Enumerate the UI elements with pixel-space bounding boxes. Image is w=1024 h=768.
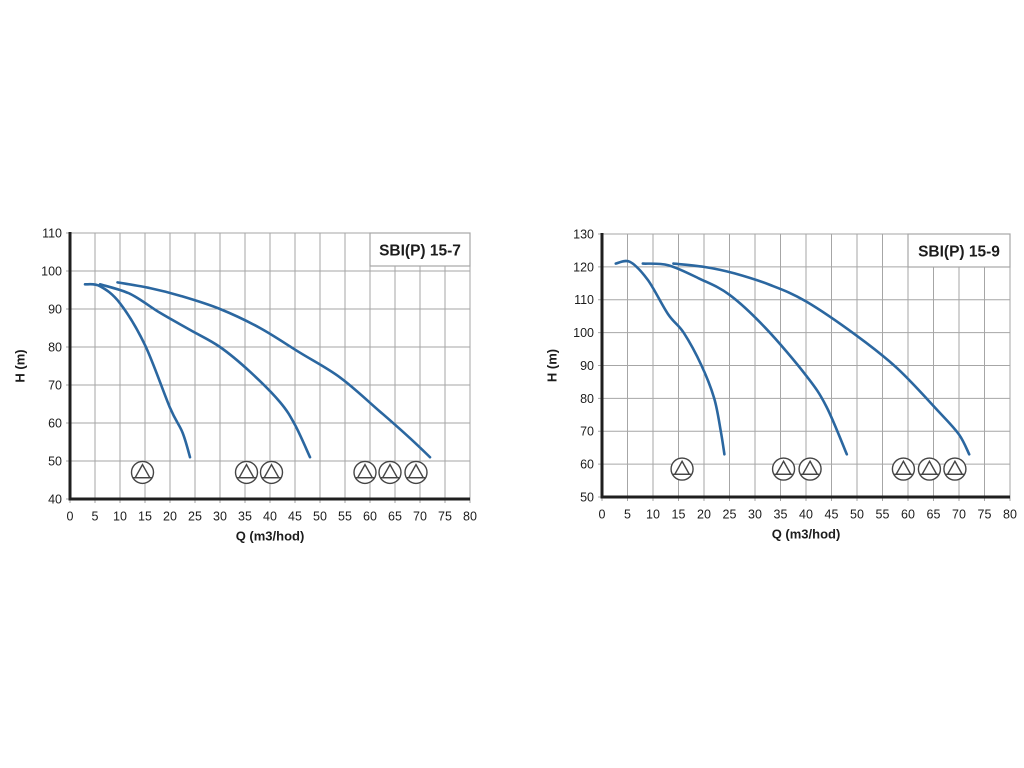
- pump-icon: [378, 460, 402, 485]
- y-tick-label: 110: [42, 226, 62, 240]
- x-tick-label: 70: [952, 507, 966, 521]
- pump-icon: [130, 460, 155, 485]
- x-tick-label: 0: [599, 507, 606, 521]
- pump-icon-group-2: [771, 457, 822, 481]
- x-tick-label: 55: [338, 509, 352, 523]
- x-tick-label: 80: [1003, 507, 1017, 521]
- curve-1-pump: [614, 259, 726, 456]
- x-tick-label: 35: [774, 507, 788, 521]
- curve-3-pumps: [672, 262, 971, 456]
- chart-title: SBI(P) 15-9: [918, 243, 1000, 260]
- x-tick-label: 5: [624, 507, 631, 521]
- x-tick-label: 20: [697, 507, 711, 521]
- x-tick-label: 70: [413, 509, 427, 523]
- pump-icon: [771, 457, 796, 481]
- y-tick-label: 60: [48, 416, 62, 430]
- y-tick-label: 90: [580, 359, 594, 373]
- pump-icon-group-3: [891, 457, 967, 481]
- curve-2-pumps: [641, 262, 849, 456]
- pump-icon: [917, 457, 942, 481]
- pump-icon: [353, 460, 377, 485]
- chart-title: SBI(P) 15-7: [379, 242, 461, 259]
- chart-sbi-p-15-7: SBI(P) 15-7 0 5 10 15 20 25 30 35 40 45 50 55 60 65 70 7…: [13, 226, 477, 543]
- curves: [83, 281, 432, 459]
- pump-icon: [670, 457, 694, 481]
- pump-icon-group-3: [353, 460, 428, 485]
- chart-title-box: [907, 233, 1011, 268]
- pump-icon: [891, 457, 916, 481]
- pump-icon-groups: [130, 460, 428, 485]
- x-tick-label: 65: [388, 509, 402, 523]
- x-tick-label: 0: [67, 509, 74, 523]
- y-tick-label: 70: [580, 425, 594, 439]
- pump-icon-groups: [670, 457, 967, 481]
- x-tick-label: 75: [438, 509, 452, 523]
- y-tick-label: 60: [580, 458, 594, 472]
- axes: [68, 232, 470, 501]
- x-tick-label: 20: [163, 509, 177, 523]
- pump-icon-group-2: [234, 460, 284, 485]
- curve-3-pumps: [116, 281, 432, 459]
- y-tick-label: 100: [573, 326, 594, 340]
- x-tick-label: 35: [238, 509, 252, 523]
- x-tick-label: 40: [263, 509, 277, 523]
- x-tick-label: 45: [825, 507, 839, 521]
- x-axis-title: Q (m3/hod): [236, 529, 305, 544]
- x-tick-label: 25: [723, 507, 737, 521]
- x-tick-label: 5: [92, 509, 99, 523]
- pump-icon: [943, 457, 967, 481]
- x-tick-label: 60: [901, 507, 915, 521]
- chart-title-box: [369, 232, 471, 267]
- y-axis-title: H (m): [545, 349, 560, 382]
- y-tick-label: 50: [580, 490, 594, 504]
- x-tick-label: 10: [646, 507, 660, 521]
- x-tick-label: 45: [288, 509, 302, 523]
- x-tick-label: 75: [978, 507, 992, 521]
- pump-icon: [259, 460, 284, 485]
- y-tick-label: 80: [48, 340, 62, 354]
- y-tick-label: 110: [574, 293, 594, 307]
- x-tick-label: 30: [748, 507, 762, 521]
- chart-sbi-p-15-9: SBI(P) 15-9 0 5 10 15 20 25 30 35 40 45 50 55 60 65 70 7…: [545, 227, 1017, 541]
- y-tick-label: 80: [580, 392, 594, 406]
- x-tick-label: 60: [363, 509, 377, 523]
- x-tick-label: 55: [876, 507, 890, 521]
- y-tick-label: 50: [48, 454, 62, 468]
- pump-icon: [798, 457, 822, 481]
- x-tick-label: 40: [799, 507, 813, 521]
- curve-1-pump: [83, 282, 192, 459]
- x-axis-title: Q (m3/hod): [772, 527, 841, 542]
- grid: [66, 232, 471, 503]
- y-tick-label: 130: [573, 227, 594, 241]
- curve-2-pumps: [98, 283, 312, 459]
- y-tick-label: 100: [41, 264, 62, 278]
- pump-icon: [404, 460, 428, 485]
- y-tick-label: 120: [573, 260, 594, 274]
- y-tick-label: 70: [48, 378, 62, 392]
- x-tick-label: 50: [850, 507, 864, 521]
- curves: [614, 259, 971, 456]
- pump-icon-group-1: [670, 457, 694, 481]
- x-tick-label: 65: [927, 507, 941, 521]
- pump-icon-group-1: [130, 460, 155, 485]
- x-tick-label: 50: [313, 509, 327, 523]
- x-tick-label: 10: [113, 509, 127, 523]
- x-tick-label: 30: [213, 509, 227, 523]
- y-axis-title: H (m): [13, 349, 28, 382]
- x-tick-label: 15: [672, 507, 686, 521]
- y-tick-label: 40: [48, 492, 62, 506]
- x-tick-label: 25: [188, 509, 202, 523]
- y-tick-label: 90: [48, 302, 62, 316]
- pump-icon: [234, 460, 259, 485]
- x-tick-label: 15: [138, 509, 152, 523]
- x-tick-label: 80: [463, 509, 477, 523]
- axes: [600, 233, 1010, 499]
